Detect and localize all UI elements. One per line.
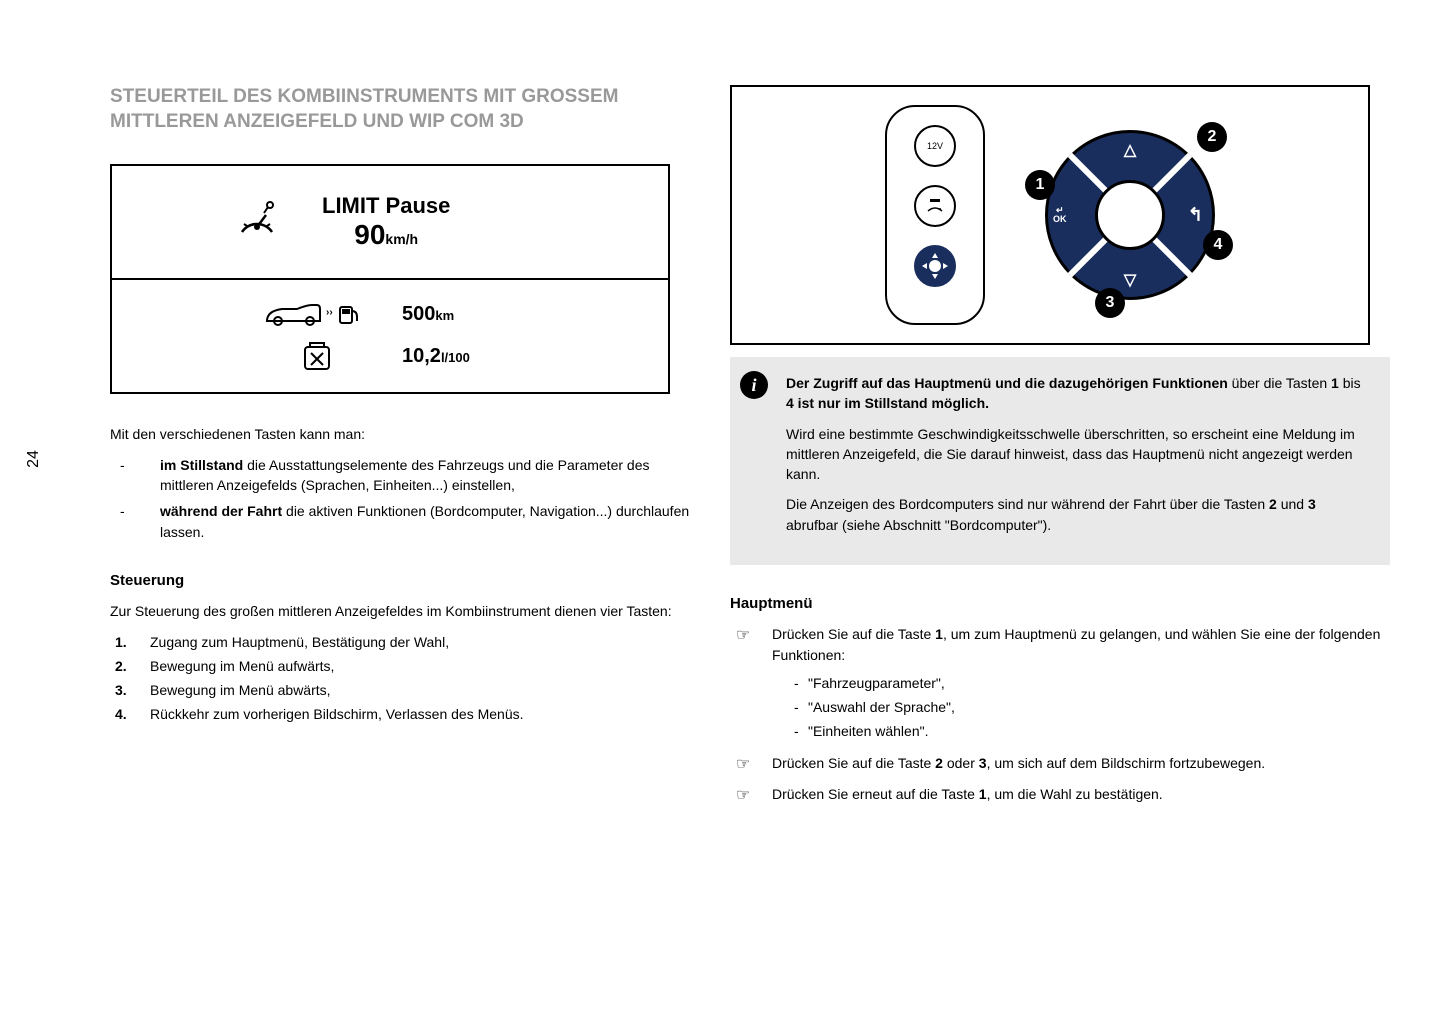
hauptmenu-options: "Fahrzeugparameter", "Auswahl der Sprach…: [772, 672, 1390, 743]
avg-consumption-icon: [262, 339, 334, 373]
list-item: 1.Zugang zum Hauptmenü, Bestätigung der …: [140, 631, 690, 655]
list-item: 4.Rückkehr zum vorherigen Bildschirm, Ve…: [140, 703, 690, 727]
callout-1: 1: [1025, 170, 1055, 200]
left-column: STEUERTEIL DES KOMBIINSTRUMENTS MIT GROS…: [110, 85, 690, 815]
speedometer-icon: [232, 197, 282, 247]
limit-unit: km/h: [385, 231, 418, 247]
list-item: Drücken Sie auf die Taste 1, um zum Haup…: [736, 624, 1390, 743]
info-icon: i: [740, 371, 768, 399]
steuerung-list: 1.Zugang zum Hauptmenü, Bestätigung der …: [110, 631, 690, 726]
list-item: 3.Bewegung im Menü abwärts,: [140, 679, 690, 703]
list-item: "Auswahl der Sprache",: [794, 696, 1390, 720]
back-arrow-icon: ↰: [1188, 205, 1203, 226]
callout-3: 3: [1095, 288, 1125, 318]
list-item: im Stillstand die Ausstattungselemente d…: [140, 455, 690, 496]
remote-button-12v: 12V: [914, 125, 956, 167]
limit-label: LIMIT Pause: [322, 193, 450, 219]
control-figure: 12V △: [730, 85, 1370, 345]
info-para-1: Der Zugriff auf das Hauptmenü und die da…: [786, 373, 1370, 414]
display-top-row: LIMIT Pause 90km/h: [112, 166, 668, 280]
page-title: STEUERTEIL DES KOMBIINSTRUMENTS MIT GROS…: [110, 85, 690, 134]
consumption-row: 10,2l/100: [112, 339, 668, 373]
callout-2: 2: [1197, 122, 1227, 152]
range-unit: km: [435, 308, 454, 323]
hauptmenu-steps: Drücken Sie auf die Taste 1, um zum Haup…: [730, 624, 1390, 805]
svg-text:››: ››: [326, 307, 333, 318]
callout-4: 4: [1203, 230, 1233, 260]
list-item: "Einheiten wählen".: [794, 720, 1390, 744]
list-item: während der Fahrt die aktiven Funktionen…: [140, 501, 690, 542]
instrument-display-figure: LIMIT Pause 90km/h ››: [110, 164, 670, 394]
down-arrow-icon: ▽: [1124, 270, 1136, 290]
list-item: Drücken Sie auf die Taste 2 oder 3, um s…: [736, 753, 1390, 774]
page-number: 24: [25, 450, 43, 468]
two-column-layout: STEUERTEIL DES KOMBIINSTRUMENTS MIT GROS…: [110, 85, 1385, 815]
display-bottom-row: ›› 500km: [112, 280, 668, 392]
list-item: 2.Bewegung im Menü aufwärts,: [140, 655, 690, 679]
info-para-2: Wird eine bestimmte Geschwindigkeitsschw…: [786, 424, 1370, 485]
right-column: 12V △: [730, 85, 1390, 815]
range-row: ›› 500km: [112, 299, 668, 329]
steuerung-text: Zur Steuerung des großen mittleren Anzei…: [110, 601, 690, 621]
intro-list: im Stillstand die Ausstattungselemente d…: [110, 455, 690, 542]
up-arrow-icon: △: [1124, 140, 1136, 160]
remote-outline: 12V: [885, 105, 985, 325]
dpad-control: △ ▽ ↵OK ↰ 1 2 3 4: [1045, 130, 1215, 300]
list-item: "Fahrzeugparameter",: [794, 672, 1390, 696]
ok-label: ↵OK: [1053, 206, 1067, 224]
remote-button-dpad: [914, 245, 956, 287]
limit-value: 90: [354, 219, 385, 250]
info-para-3: Die Anzeigen des Bordcomputers sind nur …: [786, 494, 1370, 535]
range-value: 500: [402, 303, 435, 325]
consumption-value: 10,2: [402, 345, 441, 367]
list-item: Drücken Sie erneut auf die Taste 1, um d…: [736, 784, 1390, 805]
consumption-unit: l/100: [441, 350, 470, 365]
limit-text-block: LIMIT Pause 90km/h: [322, 193, 450, 251]
steuerung-heading: Steuerung: [110, 572, 690, 589]
info-box: i Der Zugriff auf das Hauptmenü und die …: [730, 357, 1390, 565]
remote-button-middle: [914, 185, 956, 227]
hauptmenu-heading: Hauptmenü: [730, 595, 1390, 612]
intro-text: Mit den verschiedenen Tasten kann man:: [110, 424, 690, 444]
car-fuel-icon: ››: [262, 299, 362, 329]
